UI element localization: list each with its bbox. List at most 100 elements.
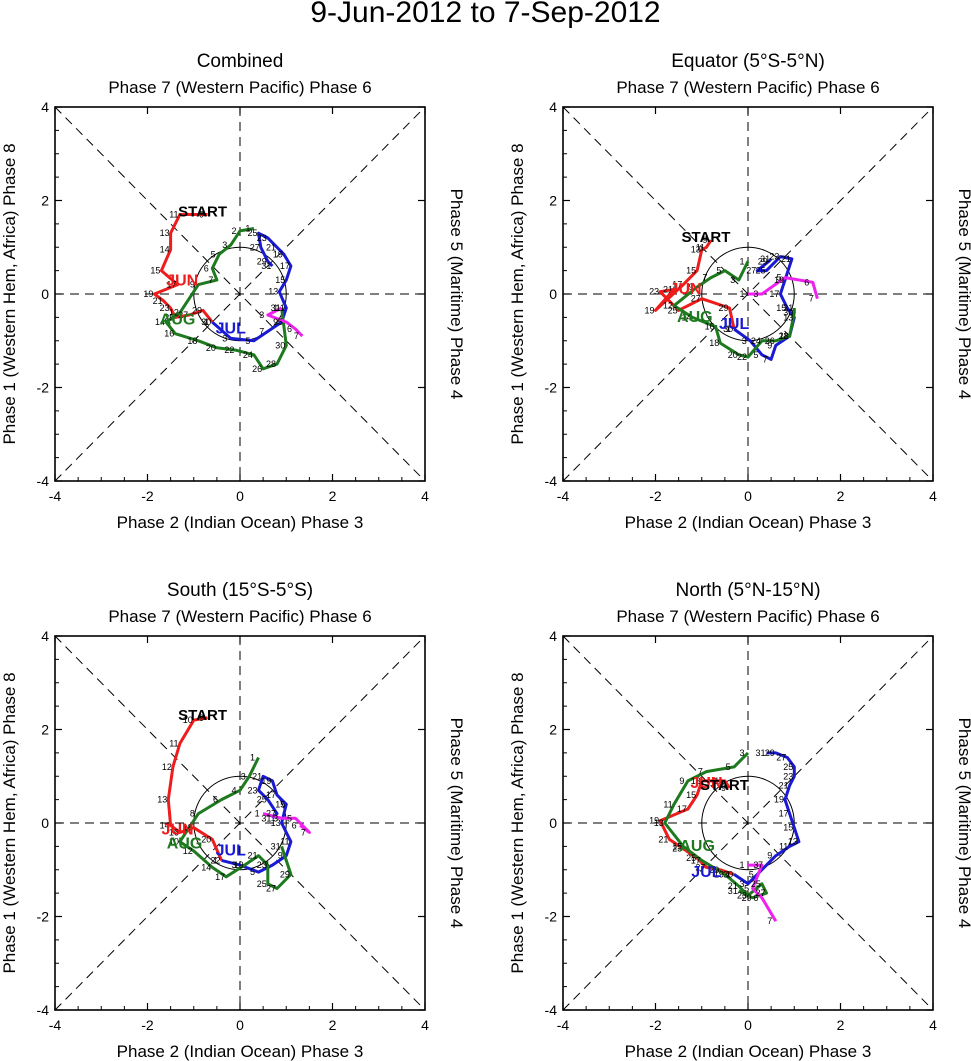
day-label: 27 (776, 753, 786, 763)
right-phase-label: Phase 5 (Maritime) Phase 4 (447, 189, 466, 400)
month-label-jun: JUN (670, 281, 702, 298)
day-label: 6 (804, 277, 809, 287)
day-label: 27 (755, 888, 765, 898)
day-label: 14 (681, 312, 691, 322)
day-label: 5 (749, 869, 754, 879)
day-label: 7 (259, 326, 264, 336)
day-label: 27 (695, 862, 705, 872)
x-tick-label: 2 (329, 1017, 337, 1033)
day-label: 30 (723, 324, 733, 334)
series-line-jun (654, 239, 736, 330)
chart-panel-1: Combined Phase 7 (Western Pacific) Phase … (0, 51, 466, 532)
series-line-jun (152, 213, 214, 324)
y-tick-label: 2 (549, 193, 557, 209)
x-tick-label: 2 (837, 1017, 845, 1033)
series-line-aug (672, 260, 796, 359)
y-tick-label: 2 (41, 193, 49, 209)
month-label-aug: AUG (677, 309, 713, 326)
right-phase-label: Phase 5 (Maritime) Phase 4 (447, 718, 466, 929)
day-label: 13 (271, 818, 281, 828)
day-label: 23 (257, 233, 267, 243)
day-label: 18 (709, 338, 719, 348)
top-phase-label: Phase 7 (Western Pacific) Phase 6 (616, 78, 879, 97)
day-label: 21 (266, 242, 276, 252)
day-label: 15 (275, 799, 285, 809)
day-label: 16 (169, 827, 179, 837)
day-label: 20 (201, 834, 211, 844)
day-label: 19 (273, 249, 283, 259)
day-label: 9 (767, 851, 772, 861)
series-line-sep (266, 306, 304, 338)
month-label-jun: JUN (690, 775, 722, 792)
day-label: 5 (716, 266, 721, 276)
x-tick-label: 2 (837, 488, 845, 504)
month-label-jun: JUN (166, 273, 198, 290)
day-label: 23 (672, 844, 682, 854)
day-label: 23 (257, 860, 267, 870)
day-label: 5 (245, 336, 250, 346)
day-label: 11 (169, 739, 178, 749)
day-label: 30 (201, 317, 211, 327)
day-label: 6 (204, 263, 209, 273)
day-label: 25 (257, 795, 267, 805)
day-label: 6 (753, 893, 758, 903)
chart-panel-3: South (15°S-5°S) Phase 7 (Western Pacific… (0, 580, 466, 1061)
day-label: 19 (234, 860, 244, 870)
day-label: 22 (210, 855, 220, 865)
day-label: 16 (705, 322, 715, 332)
day-label: 10 (183, 715, 193, 725)
series-line-aug (178, 756, 293, 890)
x-tick-label: 0 (236, 488, 244, 504)
day-label: 15 (686, 790, 696, 800)
day-label: 25 (686, 853, 696, 863)
day-label: 3 (259, 310, 264, 320)
day-label: 23 (160, 303, 170, 313)
day-label: 3 (753, 289, 758, 299)
day-label: 24 (243, 350, 253, 360)
y-tick-label: -4 (37, 473, 50, 489)
month-label-jun: JUN (162, 822, 194, 839)
day-label: 1 (739, 289, 744, 299)
chart-panel-4: North (5°N-15°N) Phase 7 (Western Pacific… (508, 580, 971, 1061)
series-line-jul (221, 774, 293, 874)
y-tick-label: 0 (549, 815, 557, 831)
x-tick-label: 4 (421, 1017, 429, 1033)
day-label: 19 (774, 795, 784, 805)
day-label: 19 (261, 776, 271, 786)
day-label: 30 (723, 869, 733, 879)
day-label: 25 (755, 266, 765, 276)
day-label: 17 (266, 790, 276, 800)
day-label: 6 (213, 795, 218, 805)
y-tick-label: -2 (545, 909, 558, 925)
day-label: 9 (273, 317, 278, 327)
day-label: 23 (737, 890, 747, 900)
day-label: 13 (691, 776, 701, 786)
left-phase-label: Phase 1 (Western Hem, Africa) Phase 8 (0, 672, 19, 973)
day-label: 17 (167, 280, 177, 290)
day-label: 12 (663, 301, 673, 311)
y-tick-label: -2 (37, 909, 50, 925)
day-label: 1 (245, 224, 250, 234)
day-label: 20 (728, 350, 738, 360)
day-label: 21 (153, 296, 163, 306)
y-tick-label: 0 (549, 286, 557, 302)
x-tick-label: 4 (929, 1017, 937, 1033)
series-line-jul (733, 255, 796, 361)
day-label: 21 (779, 781, 789, 791)
day-label: 21 (663, 284, 673, 294)
day-label: 5 (776, 273, 781, 283)
day-label: 25 (257, 879, 267, 889)
day-label: 5 (211, 249, 216, 259)
day-label: 1 (726, 324, 731, 334)
day-label: 9 (190, 280, 195, 290)
day-label: 9 (689, 282, 694, 292)
day-label: 2 (231, 226, 236, 236)
day-label: 13 (783, 312, 793, 322)
day-label: 27 (691, 294, 701, 304)
month-label-jul: JUL (216, 843, 246, 860)
day-label: 9 (199, 713, 204, 723)
day-label: 15 (672, 841, 682, 851)
y-tick-label: -2 (37, 380, 50, 396)
day-label: 17 (691, 855, 701, 865)
day-label: 13 (157, 795, 167, 805)
